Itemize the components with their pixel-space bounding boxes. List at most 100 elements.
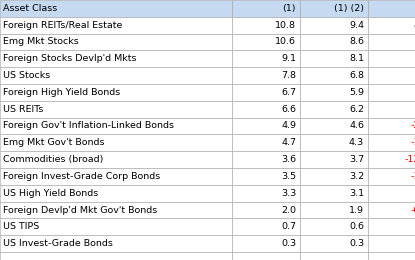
Bar [368,202,415,218]
Bar [368,134,415,151]
Text: 2.5: 2.5 [414,37,415,47]
Bar [368,101,415,118]
Bar [300,218,368,235]
Text: 0.6: 0.6 [349,222,364,231]
Bar [368,252,415,260]
Bar [232,0,300,17]
Text: 3.5: 3.5 [281,172,296,181]
Bar [232,185,300,202]
Text: 3.7: 3.7 [349,155,364,164]
Bar [232,218,300,235]
Text: Foreign High Yield Bonds: Foreign High Yield Bonds [3,88,120,97]
Bar [300,252,368,260]
Bar [300,34,368,50]
Text: 3.2: 3.2 [349,172,364,181]
Text: (1): (1) [283,4,296,13]
Text: 8.1: 8.1 [349,54,364,63]
Bar [368,67,415,84]
Text: 10.6: 10.6 [275,37,296,47]
Bar [232,84,300,101]
Bar [300,50,368,67]
Text: 2.7: 2.7 [414,239,415,248]
Bar [232,34,300,50]
Text: 0.3: 0.3 [349,239,364,248]
Bar [300,67,368,84]
Bar [300,84,368,101]
Bar [300,202,368,218]
Text: 6.6: 6.6 [281,105,296,114]
Text: Asset Class: Asset Class [3,4,57,13]
Bar [300,101,368,118]
Text: 4.3: 4.3 [414,21,415,30]
Bar [232,101,300,118]
Text: 8.6: 8.6 [349,37,364,47]
Bar [232,17,300,34]
Bar [368,84,415,101]
Text: 2.9: 2.9 [414,54,415,63]
Bar [0,218,232,235]
Text: US Stocks: US Stocks [3,71,50,80]
Text: 5.9: 5.9 [349,88,364,97]
Text: 4.6: 4.6 [349,121,364,131]
Bar [232,67,300,84]
Text: 1.1: 1.1 [414,222,415,231]
Text: 4.7: 4.7 [281,138,296,147]
Bar [232,168,300,185]
Text: Foreign REITs/Real Estate: Foreign REITs/Real Estate [3,21,122,30]
Text: Emg Mkt Stocks: Emg Mkt Stocks [3,37,79,47]
Bar [0,101,232,118]
Bar [300,151,368,168]
Bar [0,185,232,202]
Bar [0,0,232,17]
Text: 7.8: 7.8 [281,71,296,80]
Bar [368,17,415,34]
Bar [0,252,232,260]
Bar [0,134,232,151]
Bar [300,185,368,202]
Bar [232,50,300,67]
Bar [300,17,368,34]
Text: Foreign Devlp'd Mkt Gov't Bonds: Foreign Devlp'd Mkt Gov't Bonds [3,205,157,214]
Text: 10.8: 10.8 [275,21,296,30]
Text: 0.7: 0.7 [281,222,296,231]
Text: US REITs: US REITs [3,105,44,114]
Text: 1.9: 1.9 [349,205,364,214]
Bar [368,185,415,202]
Text: -1.8: -1.8 [410,138,415,147]
Text: 4.9: 4.9 [281,121,296,131]
Bar [368,218,415,235]
Text: -0.5: -0.5 [410,205,415,214]
Bar [300,235,368,252]
Text: 6.2: 6.2 [349,105,364,114]
Bar [300,0,368,17]
Bar [300,168,368,185]
Bar [0,202,232,218]
Bar [368,118,415,134]
Text: 6.8: 6.8 [349,71,364,80]
Bar [232,151,300,168]
Bar [0,84,232,101]
Text: Foreign Invest-Grade Corp Bonds: Foreign Invest-Grade Corp Bonds [3,172,160,181]
Text: -1.0: -1.0 [410,172,415,181]
Text: 4.0: 4.0 [414,189,415,198]
Text: Foreign Gov't Inflation-Linked Bonds: Foreign Gov't Inflation-Linked Bonds [3,121,174,131]
Bar [0,235,232,252]
Text: US TIPS: US TIPS [3,222,39,231]
Text: 0.7: 0.7 [414,88,415,97]
Text: US Invest-Grade Bonds: US Invest-Grade Bonds [3,239,113,248]
Bar [0,168,232,185]
Bar [368,50,415,67]
Text: US High Yield Bonds: US High Yield Bonds [3,189,98,198]
Bar [0,67,232,84]
Bar [368,0,415,17]
Bar [368,151,415,168]
Bar [232,202,300,218]
Text: -12.2: -12.2 [405,155,415,164]
Text: 9.1: 9.1 [281,54,296,63]
Bar [368,168,415,185]
Bar [232,235,300,252]
Text: 9.4: 9.4 [349,21,364,30]
Text: 7.6: 7.6 [414,105,415,114]
Bar [368,34,415,50]
Text: Commodities (broad): Commodities (broad) [3,155,103,164]
